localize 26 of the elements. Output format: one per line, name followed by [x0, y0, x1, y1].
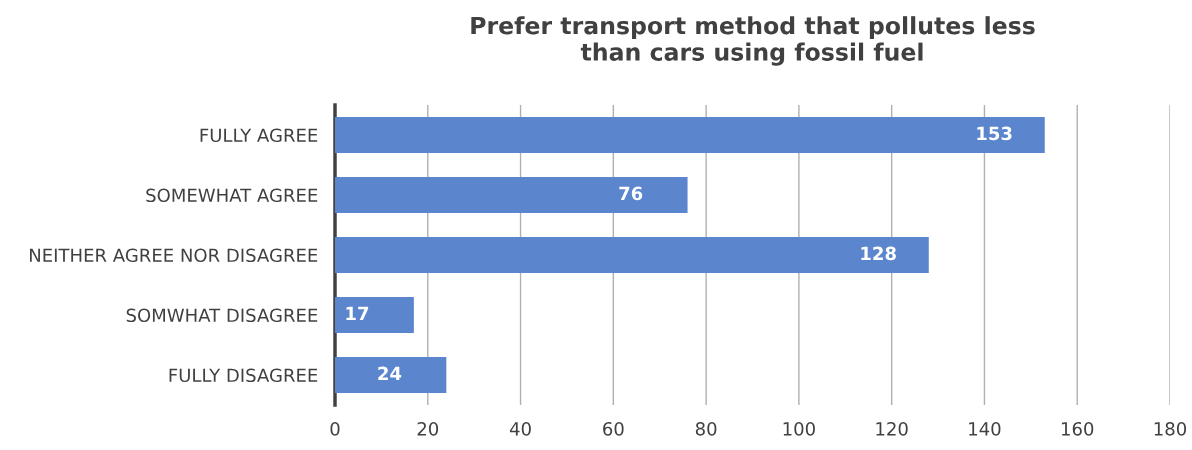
x-tick-label: 180	[1154, 421, 1187, 436]
y-tick-label: FULLY DISAGREE	[169, 368, 318, 383]
x-tick-label: 40	[509, 421, 531, 436]
data-label: 17	[346, 306, 369, 320]
bar	[335, 117, 1045, 153]
chart-title: Prefer transport method that pollutes less than cars using fossil fuel	[471, 16, 1035, 66]
bar	[335, 297, 414, 333]
x-tick-label: 120	[876, 421, 908, 436]
bar	[335, 357, 447, 393]
x-tick-label: 100	[783, 421, 815, 436]
y-tick-label: NEITHER AGREE NOR DISAGREE	[30, 248, 318, 263]
x-tick-label: 80	[695, 421, 717, 436]
bar	[335, 177, 688, 213]
data-label: 24	[378, 366, 402, 380]
x-tick-label: 0	[330, 421, 340, 436]
y-tick-label: SOMEWHAT AGREE	[146, 188, 318, 203]
y-tick-label: FULLY AGREE	[200, 128, 318, 143]
x-tick-label: 60	[603, 421, 624, 436]
data-label: 128	[861, 246, 896, 261]
data-label: 76	[619, 186, 643, 201]
x-tick-label: 20	[417, 421, 439, 436]
bar	[335, 237, 929, 273]
x-tick-label: 160	[1061, 421, 1094, 436]
x-tick-label: 140	[969, 421, 1001, 436]
y-tick-label: SOMWHAT DISAGREE	[126, 308, 318, 323]
data-label: 153	[977, 126, 1012, 141]
